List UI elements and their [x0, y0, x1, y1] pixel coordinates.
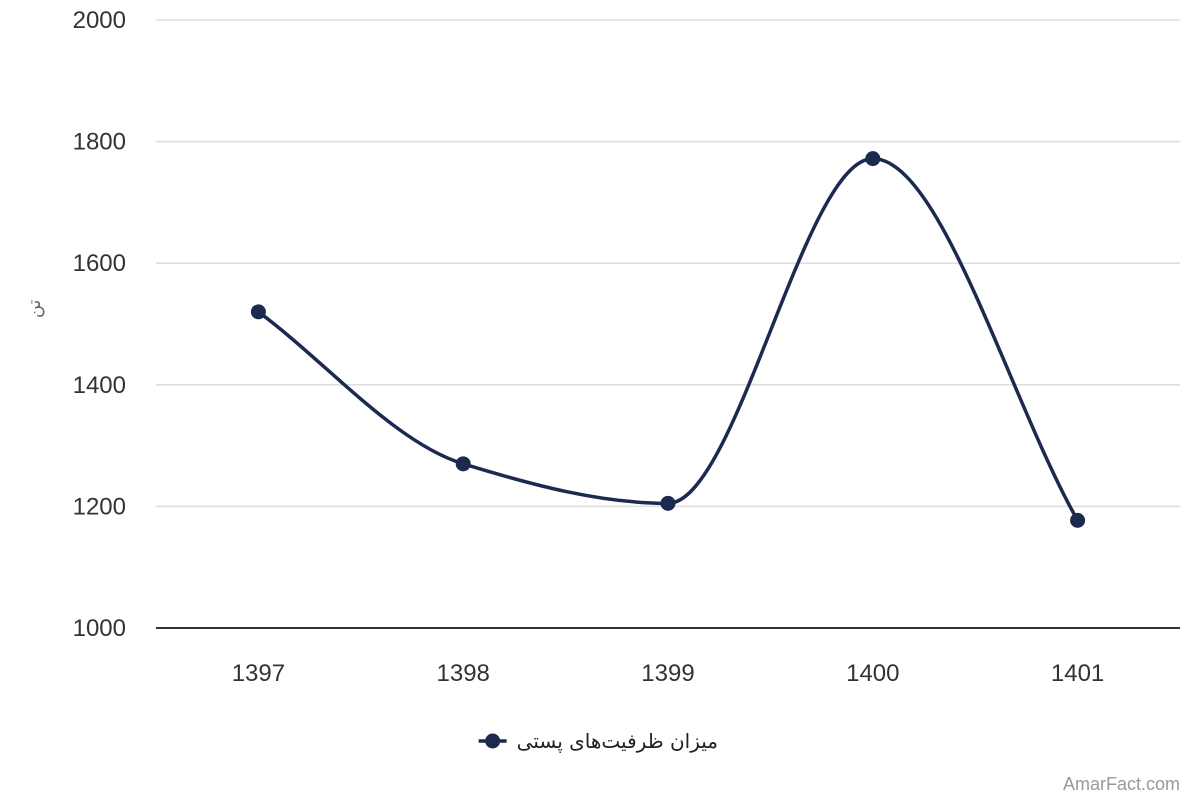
y-tick-label: 1000: [73, 615, 126, 642]
y-axis-label: تن: [24, 299, 45, 318]
legend[interactable]: میزان ظرفیت‌های پستی: [478, 729, 718, 754]
series-line: [257, 156, 1080, 522]
legend-marker: [485, 733, 501, 749]
x-tick-label: 1400: [846, 660, 899, 687]
x-tick-label: 1401: [1051, 660, 1104, 687]
y-tick-label: 2000: [73, 7, 126, 34]
y-tick-label: 1200: [73, 493, 126, 520]
data-point[interactable]: [250, 304, 266, 320]
y-tick-label: 1400: [73, 372, 126, 399]
y-tick-label: 1600: [73, 250, 126, 277]
series-layer: [250, 151, 1086, 528]
data-point[interactable]: [865, 151, 881, 167]
x-tick-label: 1398: [437, 660, 490, 687]
y-axis: 1000 1200 1400 1600 1800 2000: [73, 7, 126, 642]
x-tick-label: 1399: [641, 660, 694, 687]
x-tick-label: 1397: [232, 660, 285, 687]
y-tick-label: 1800: [73, 129, 126, 156]
data-point[interactable]: [660, 495, 676, 511]
legend-label[interactable]: میزان ظرفیت‌های پستی: [517, 729, 718, 754]
grid-lines: [156, 19, 1180, 508]
data-point[interactable]: [1070, 512, 1086, 528]
data-point[interactable]: [455, 456, 471, 472]
credit-text[interactable]: AmarFact.com: [1063, 774, 1180, 794]
x-axis: 1397 1398 1399 1400 1401: [156, 627, 1180, 687]
